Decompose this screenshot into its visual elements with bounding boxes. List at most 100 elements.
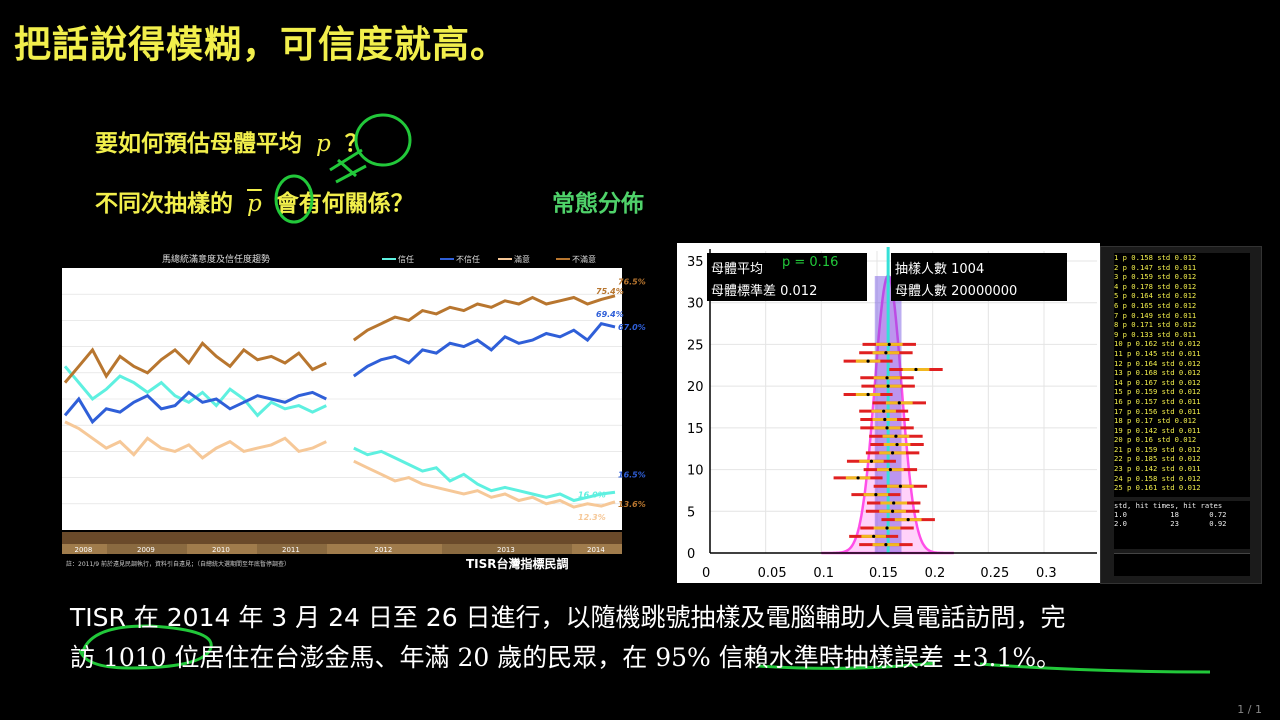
legend-label: 不信任 (456, 254, 480, 264)
y-tick-label: 30 (687, 297, 704, 312)
question-2-end: 會有何關係？ (275, 191, 414, 217)
approval-trend-chart: 馬總統滿意度及信任度趨勢 信任 不信任 滿意 不滿意 76.5%75.4% 69.4% 6… (62, 248, 658, 570)
console-line: 23 p 0.142 std 0.011 (1114, 464, 1201, 474)
year-cell (107, 544, 187, 554)
console-summary: std, hit times, hit rates 1.0 18 0.72 2.… (1114, 501, 1250, 549)
sample-point (874, 493, 878, 497)
end-label: 13.6% (618, 500, 646, 509)
sample-point (892, 501, 896, 505)
console-line: 9 p 0.133 std 0.011 (1114, 329, 1197, 339)
year-cell (62, 544, 107, 554)
year-label: 2012 (375, 546, 393, 554)
axes: 0 0.05 0.1 0.15 0.2 0.25 0.3 0 5 10 15 20 25 30 35 (687, 249, 1097, 581)
question-1: 要如何預估母體平均 p ？ (95, 124, 368, 158)
sample-point (856, 476, 860, 480)
year-label: 2010 (212, 546, 230, 554)
sample-point (883, 417, 887, 422)
sample-point (882, 409, 886, 413)
console-line: 25 p 0.161 std 0.012 (1114, 483, 1201, 493)
note-error: ±3.1% (951, 643, 1037, 672)
sample-point (869, 459, 874, 463)
sample-point (886, 384, 890, 388)
year-cell (572, 544, 622, 554)
console-line: 5 p 0.164 std 0.012 (1114, 291, 1197, 301)
end-label: 12.3% (578, 513, 606, 522)
info-population-mean: 母體平均 (711, 262, 763, 277)
series-line-4 (63, 294, 616, 384)
console-line: 6 p 0.165 std 0.012 (1114, 300, 1197, 310)
y-tick-label: 5 (687, 505, 695, 520)
year-cell (257, 544, 327, 554)
slide-title: 把話說得模糊，可信度就高。 (14, 23, 508, 66)
sample-point (884, 351, 888, 355)
y-tick-label: 15 (687, 422, 704, 437)
end-label: 67.0% (618, 323, 646, 332)
console-line: 10 p 0.162 std 0.012 (1114, 339, 1201, 349)
y-tick-label: 0 (687, 547, 695, 562)
sample-point (866, 359, 870, 363)
year-cell (187, 544, 257, 554)
y-tick-label: 35 (687, 255, 704, 270)
console-line: 3 p 0.159 std 0.012 (1114, 272, 1197, 282)
console-scrollbar[interactable] (1114, 553, 1250, 576)
sample-intervals (833, 342, 943, 547)
year-axis: 2008 2009 2010 2011 2012 2013 2014 (62, 532, 622, 554)
console-line: 4 p 0.178 std 0.012 (1114, 281, 1197, 291)
sample-point (898, 484, 902, 488)
console-line: 11 p 0.145 std 0.011 (1114, 348, 1201, 358)
chart-legend: 信任 不信任 滿意 不滿意 (382, 254, 596, 264)
end-label: 69.4% (596, 310, 624, 319)
sample-point (885, 526, 889, 530)
sample-point (888, 467, 892, 472)
x-tick-label: 0.05 (758, 566, 787, 581)
sample-point (890, 451, 895, 455)
sample-point (885, 426, 889, 430)
x-tick-label: 0.2 (925, 566, 946, 581)
x-tick-label: 0.1 (813, 566, 834, 581)
end-labels: 76.5%75.4% 69.4% 67.0% 16.5% 16.0% 13.6% 12.3% (578, 277, 646, 522)
console-line: 12 p 0.164 std 0.012 (1114, 358, 1201, 368)
note-confidence: 95% (655, 643, 711, 672)
circle-mark-phat (274, 174, 314, 224)
year-label: 2013 (497, 546, 515, 554)
end-label: 16.5% (618, 471, 646, 480)
note-line-2: 訪 1010 位居住在台澎金馬、年滿 20 歲的民眾，在 95% 信賴水準時抽樣… (70, 638, 1270, 678)
console-line: 17 p 0.156 std 0.011 (1114, 406, 1201, 416)
summary-row-2: 2.0 23 0.92 (1114, 519, 1227, 528)
console-line: 7 p 0.149 std 0.011 (1114, 310, 1197, 320)
note-text-b: 位居住在台澎金馬、年滿 (166, 643, 458, 672)
legend-label: 信任 (398, 254, 414, 264)
year-label: 2011 (282, 546, 300, 554)
info-box-left (707, 253, 867, 301)
note-text-d: 信賴水準時抽樣誤差 (710, 643, 952, 672)
x-tick-label: 0 (702, 566, 710, 581)
console-line: 14 p 0.167 std 0.012 (1114, 377, 1201, 387)
chart-footnote: 註：2011/9 前於遠見民調執行，資料引自遠見；（自總統大選期間至年底暫停調查… (66, 560, 290, 568)
y-tick-label: 25 (687, 338, 704, 353)
year-label: 2014 (587, 546, 605, 554)
year-cell (442, 544, 572, 554)
console-line: 20 p 0.16 std 0.012 (1114, 435, 1197, 445)
sample-point (885, 376, 889, 380)
series-line-3 (64, 420, 616, 509)
sample-point (887, 342, 891, 347)
y-tick-label: 10 (687, 464, 704, 479)
x-tick-label: 0.3 (1036, 566, 1057, 581)
end-label: 76.5% (618, 277, 646, 286)
note-text-c: 歲的民眾，在 (489, 643, 656, 672)
console-line: 21 p 0.159 std 0.012 (1114, 444, 1201, 454)
series-lines (63, 294, 616, 509)
x-tick-label: 0.25 (980, 566, 1009, 581)
sample-point (890, 509, 895, 513)
console-line: 24 p 0.158 std 0.012 (1114, 473, 1201, 483)
sample-point (906, 518, 910, 522)
console-line: 19 p 0.142 std 0.011 (1114, 425, 1201, 435)
output-console[interactable]: 1 p 0.158 std 0.012 2 p 0.147 std 0.011 3 … (1100, 246, 1262, 584)
info-population-size: 母體人數 20000000 (895, 284, 1017, 299)
end-label: 75.4% (596, 287, 624, 296)
cross-mark (329, 148, 367, 184)
note-age: 20 (457, 643, 490, 672)
population-mean-symbol: p (316, 131, 331, 157)
sample-point (894, 434, 898, 438)
sample-point (897, 401, 901, 405)
